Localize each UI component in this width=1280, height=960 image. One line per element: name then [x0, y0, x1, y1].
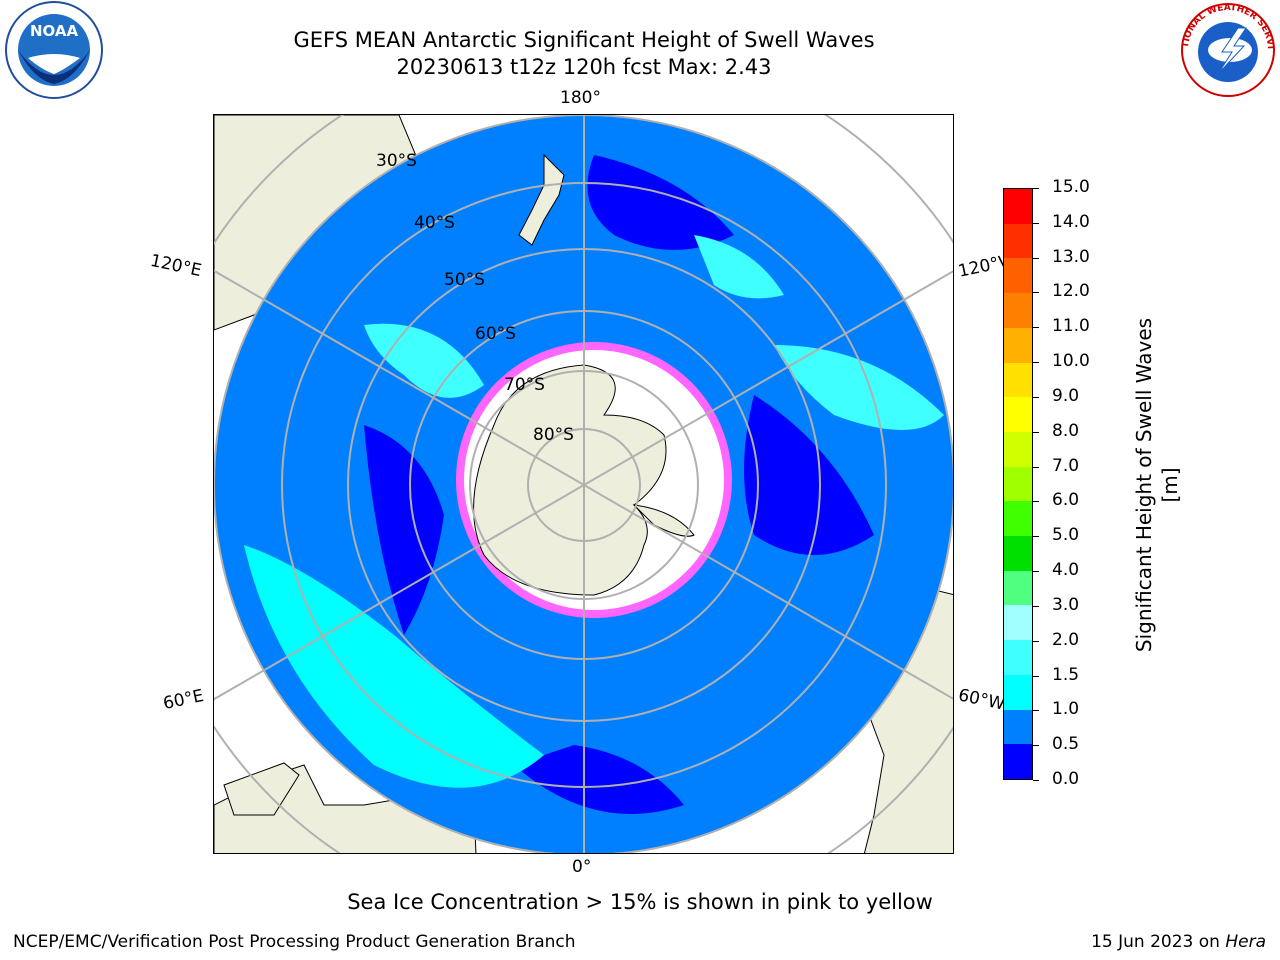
swell-low-region	[587, 155, 734, 250]
colorbar-segment	[1004, 362, 1032, 398]
polar-map	[214, 115, 953, 853]
colorbar-segment	[1004, 536, 1032, 571]
colorbar-tick-label: 7.0	[1052, 455, 1080, 476]
lon-label-60w: 60°W	[956, 685, 1007, 715]
lat-label: 60°S	[475, 324, 516, 344]
colorbar-segment	[1004, 709, 1032, 745]
swell-low-region	[514, 745, 684, 814]
colorbar-tick-label: 6.0	[1052, 490, 1080, 511]
colorbar-segment	[1004, 223, 1032, 259]
swell-low-region	[364, 425, 444, 635]
colorbar-tick-label: 5.0	[1052, 525, 1080, 546]
lon-label-60e: 60°E	[161, 685, 206, 715]
colorbar-tick-label: 14.0	[1052, 211, 1090, 232]
colorbar-tick-label: 4.0	[1052, 560, 1080, 581]
colorbar-segment	[1004, 570, 1032, 606]
colorbar-segment	[1004, 293, 1032, 328]
swell-low-region	[744, 395, 874, 555]
colorbar-tick-label: 9.0	[1052, 385, 1080, 406]
colorbar	[1003, 188, 1033, 780]
swell-high-region	[244, 545, 544, 788]
colorbar-tick-label: 2.0	[1052, 629, 1080, 650]
graticule	[214, 115, 953, 853]
colorbar-segment	[1004, 605, 1032, 641]
colorbar-tick-label: 13.0	[1052, 246, 1090, 267]
colorbar-segment	[1004, 744, 1032, 779]
madagascar-land	[223, 762, 300, 816]
colorbar-ticks: 0.0 0.5 1.0 1.5 2.0 3.0 4.0 5.0 6.0 7.0 8.0 9.0 10.0…	[1033, 177, 1113, 789]
footer-date: 15 Jun 2023 on Hera	[1091, 932, 1266, 952]
colorbar-tick-label: 12.0	[1052, 281, 1090, 302]
lat-label: 30°S	[376, 151, 417, 171]
colorbar-segment	[1004, 397, 1032, 432]
colorbar-segment	[1004, 258, 1032, 294]
map-title: GEFS MEAN Antarctic Significant Height o…	[293, 28, 875, 52]
swell-high-region	[694, 235, 784, 299]
colorbar-segment	[1004, 189, 1032, 224]
colorbar-segment	[1004, 501, 1032, 537]
lat-label: 50°S	[444, 270, 485, 290]
lat-label: 80°S	[533, 425, 574, 445]
antarctic-peninsula-land	[632, 504, 695, 537]
lon-label-120e: 120°E	[148, 250, 204, 282]
colorbar-label: Significant Height of Swell Waves [m]	[1132, 317, 1182, 653]
colorbar-segment	[1004, 674, 1032, 710]
colorbar-tick-label: 15.0	[1052, 177, 1090, 197]
colorbar-tick-label: 0.5	[1052, 734, 1080, 755]
colorbar-tick-label: 0.0	[1052, 769, 1080, 789]
swell-high-region	[364, 323, 484, 398]
map-frame: 30°S 40°S 50°S 60°S 70°S 80°S	[213, 114, 954, 854]
footer-host: Hera	[1225, 932, 1266, 952]
colorbar-tick-label: 11.0	[1052, 316, 1090, 337]
swell-high-region	[774, 345, 944, 430]
noaa-logo: NOAA	[4, 0, 104, 100]
noaa-logo-text: NOAA	[30, 22, 79, 40]
lon-label-0: 0°	[572, 857, 592, 877]
lon-label-180: 180°	[560, 88, 601, 108]
new-zealand-land	[518, 153, 565, 246]
colorbar-segment	[1004, 640, 1032, 675]
sea-ice-note: Sea Ice Concentration > 15% is shown in …	[347, 890, 933, 914]
footer-date-text: 15 Jun 2023 on	[1091, 932, 1226, 952]
nws-logo: NATIONAL WEATHER SERVICE	[1174, 0, 1278, 100]
colorbar-tick-label: 10.0	[1052, 351, 1090, 372]
map-subtitle: 20230613 t12z 120h fcst Max: 2.43	[396, 55, 772, 79]
colorbar-tick-label: 1.0	[1052, 699, 1080, 720]
lat-label: 70°S	[504, 375, 545, 395]
colorbar-segment	[1004, 327, 1032, 363]
colorbar-tick-label: 8.0	[1052, 420, 1080, 441]
colorbar-segment	[1004, 431, 1032, 467]
colorbar-segment	[1004, 466, 1032, 502]
footer-credit: NCEP/EMC/Verification Post Processing Pr…	[13, 932, 576, 952]
lat-label: 40°S	[414, 213, 455, 233]
colorbar-tick-label: 1.5	[1052, 664, 1080, 685]
colorbar-tick-label: 3.0	[1052, 594, 1080, 615]
